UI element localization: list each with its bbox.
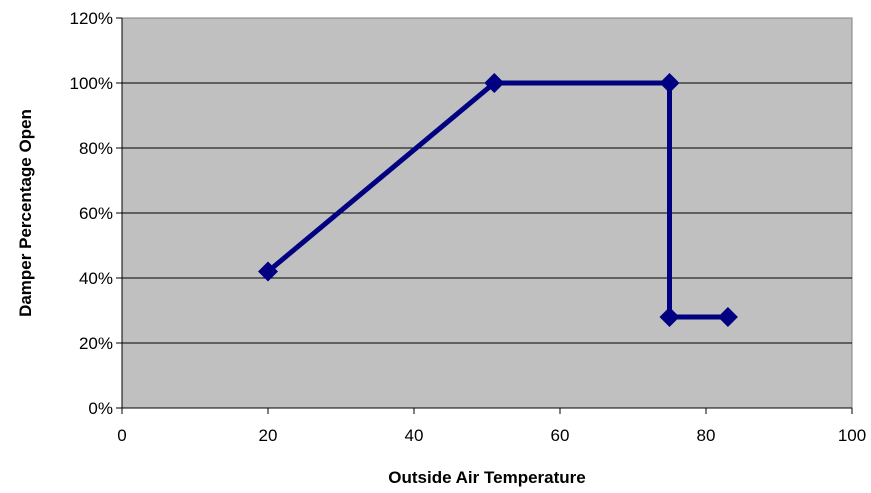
- y-tick-label: 40%: [79, 269, 113, 288]
- y-tick-label: 100%: [70, 74, 113, 93]
- x-tick-label: 60: [551, 426, 570, 445]
- ticks: 0% 20% 40% 60% 80% 100% 120% 0 20 40 60 80 100: [70, 9, 867, 445]
- x-axis-title: Outside Air Temperature: [388, 468, 585, 487]
- y-tick-label: 20%: [79, 334, 113, 353]
- x-tick-label: 80: [697, 426, 716, 445]
- y-tick-label: 60%: [79, 204, 113, 223]
- x-tick-label: 0: [117, 426, 126, 445]
- y-tick-label: 0%: [88, 399, 113, 418]
- data-point-marker: [258, 261, 278, 282]
- x-tick-label: 100: [838, 426, 866, 445]
- data-point-marker: [484, 73, 505, 93]
- x-tick-label: 20: [259, 426, 278, 445]
- y-tick-label: 80%: [79, 139, 113, 158]
- data-point-marker: [659, 73, 680, 93]
- data-point-marker: [659, 307, 680, 327]
- y-tick-label: 120%: [70, 9, 113, 28]
- data-point-marker: [717, 307, 738, 327]
- x-tick-label: 40: [405, 426, 424, 445]
- series-layer: [258, 73, 738, 327]
- y-axis-title: Damper Percentage Open: [16, 109, 35, 317]
